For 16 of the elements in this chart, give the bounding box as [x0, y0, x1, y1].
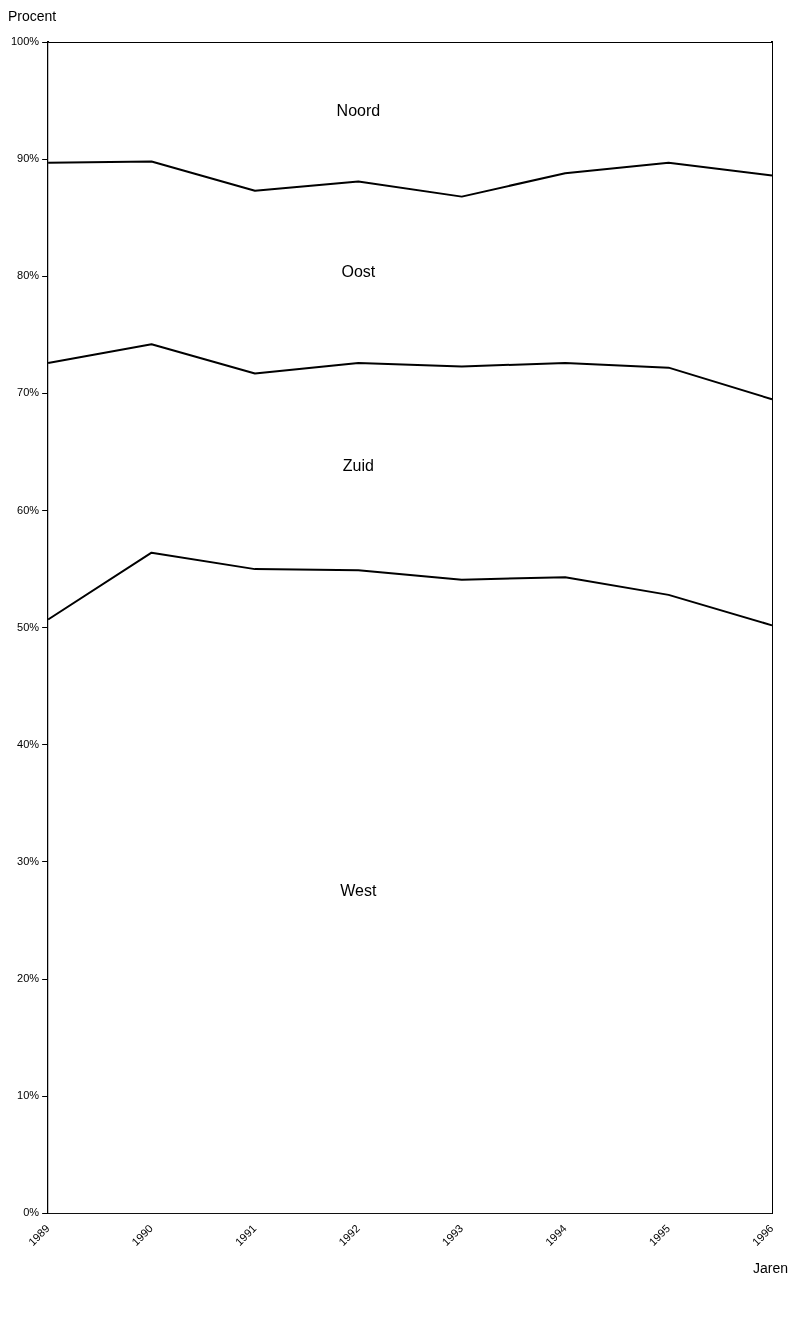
y-axis-title: Procent: [8, 8, 58, 26]
y-tick-label: 100%: [10, 35, 40, 48]
series-label: Oost: [341, 262, 376, 280]
y-tick-label: 90%: [17, 152, 40, 165]
x-axis-title: Jaren: [751, 1260, 788, 1276]
y-tick-label: 70%: [17, 386, 40, 399]
y-tick-label: 30%: [17, 854, 40, 867]
y-tick-label: 60%: [17, 503, 40, 516]
y-tick-label: 50%: [17, 620, 40, 633]
y-tick-label: 80%: [17, 269, 40, 282]
series-label: West: [340, 882, 377, 900]
y-tick-label: 40%: [17, 737, 40, 750]
y-tick-label: 0%: [23, 1206, 40, 1219]
series-label: Zuid: [342, 457, 374, 475]
y-tick-label: 20%: [17, 972, 40, 985]
y-tick-label: 10%: [17, 1089, 40, 1102]
